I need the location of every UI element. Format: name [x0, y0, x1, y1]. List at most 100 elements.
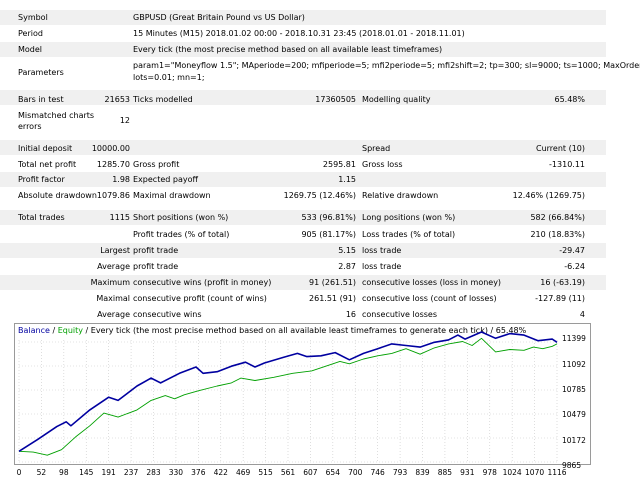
relative-drawdown-label: Relative drawdown	[362, 191, 439, 200]
stripe	[0, 42, 606, 57]
average-profit-trade-value: 2.87	[338, 262, 356, 271]
quality-value: 65.48%	[554, 95, 585, 104]
average-cons-label: Average	[97, 310, 130, 319]
x-tick: 793	[392, 468, 408, 477]
stripe	[0, 275, 606, 290]
spread-label: Spread	[362, 144, 391, 153]
series-line-balance	[18, 331, 558, 452]
x-tick: 376	[191, 468, 206, 477]
x-tick: 330	[168, 468, 184, 477]
x-tick: 746	[370, 468, 385, 477]
stripe	[0, 140, 606, 155]
avg-cons-losses-value: 4	[579, 310, 585, 319]
legend-separator: /	[49, 326, 58, 335]
largest-loss-trade-value: -29.47	[559, 246, 585, 255]
x-tick: 422	[213, 468, 228, 477]
x-tick: 1070	[525, 468, 545, 477]
mismatch-label-2: errors	[18, 122, 42, 131]
bars-label: Bars in test	[18, 95, 64, 104]
ticks-value: 17360505	[315, 95, 356, 104]
y-tick: 9865	[562, 461, 582, 470]
series-line-equity	[18, 337, 558, 456]
x-tick: 978	[482, 468, 497, 477]
loss-trades-value: 210 (18.83%)	[530, 230, 585, 239]
stripe	[0, 10, 606, 25]
x-tick: 700	[348, 468, 363, 477]
mismatch-value: 12	[119, 116, 130, 125]
average-loss-trade-label: loss trade	[362, 262, 402, 271]
expected-payoff-label: Expected payoff	[133, 175, 198, 184]
average-loss-trade-value: -6.24	[564, 262, 585, 271]
loss-trades-label: Loss trades (% of total)	[362, 230, 456, 239]
legend-balance: Balance	[18, 326, 50, 335]
average-label: Average	[97, 262, 130, 271]
y-tick: 11092	[562, 360, 586, 369]
avg-cons-wins-value: 16	[345, 310, 356, 319]
maximal-label: Maximal	[96, 294, 130, 303]
total-trades-value: 1115	[109, 213, 130, 222]
cons-loss-count-label: consecutive loss (count of losses)	[362, 294, 497, 303]
x-tick: 0	[16, 468, 22, 477]
relative-drawdown-value: 12.46% (1269.75)	[512, 191, 585, 200]
deposit-value: 10000.00	[91, 144, 130, 153]
parameters-line-2: lots=0.01; mn=1;	[133, 73, 205, 82]
stripe	[0, 90, 606, 105]
maximum-label: Maximum	[90, 278, 130, 287]
legend-equity: Equity	[57, 326, 83, 335]
largest-label: Largest	[100, 246, 130, 255]
x-tick: 98	[59, 468, 69, 477]
y-tick: 11399	[562, 334, 586, 343]
chart-plot	[18, 331, 558, 463]
grossprofit-value: 2595.81	[322, 160, 356, 169]
largest-profit-trade-value: 5.15	[338, 246, 356, 255]
maximal-drawdown-label: Maximal drawdown	[133, 191, 211, 200]
y-tick: 10785	[562, 385, 586, 394]
short-positions-label: Short positions (won %)	[133, 213, 229, 222]
x-tick: 561	[280, 468, 296, 477]
x-tick: 885	[437, 468, 453, 477]
x-tick: 145	[79, 468, 94, 477]
cons-profit-count-value: 261.51 (91)	[309, 294, 356, 303]
parameters-label: Parameters	[18, 68, 64, 77]
total-trades-label: Total trades	[18, 213, 65, 222]
profit-trades-value: 905 (81.17%)	[301, 230, 356, 239]
parameters-line-1: param1="Moneyflow 1.5"; MAperiode=200; m…	[133, 61, 640, 70]
period-value: 15 Minutes (M15) 2018.01.02 00:00 - 2018…	[133, 29, 465, 38]
avg-cons-losses-label: consecutive losses	[362, 310, 438, 319]
balance-chart	[14, 323, 591, 465]
x-tick: 839	[415, 468, 430, 477]
stripe	[0, 210, 606, 225]
x-tick: 515	[258, 468, 273, 477]
deposit-label: Initial deposit	[18, 144, 73, 153]
symbol-label: Symbol	[18, 13, 48, 22]
x-tick: 654	[325, 468, 340, 477]
largest-profit-trade-label: profit trade	[133, 246, 179, 255]
x-tick: 191	[101, 468, 116, 477]
avg-cons-wins-label: consecutive wins	[133, 310, 202, 319]
profit-factor-value: 1.98	[112, 175, 130, 184]
cons-losses-money-label: consecutive losses (loss in money)	[362, 278, 502, 287]
quality-label: Modelling quality	[362, 95, 431, 104]
grossloss-value: -1310.11	[549, 160, 585, 169]
x-tick: 931	[460, 468, 475, 477]
long-positions-label: Long positions (won %)	[362, 213, 456, 222]
stripe	[0, 243, 606, 258]
grossprofit-label: Gross profit	[133, 160, 180, 169]
chart-header: Balance / Equity / Every tick (the most …	[18, 326, 526, 336]
absolute-drawdown-label: Absolute drawdown	[18, 191, 97, 200]
netprofit-value: 1285.70	[96, 160, 130, 169]
cons-losses-money-value: 16 (-63.19)	[540, 278, 585, 287]
cons-profit-count-label: consecutive profit (count of wins)	[133, 294, 267, 303]
profit-trades-label: Profit trades (% of total)	[133, 230, 230, 239]
period-label: Period	[18, 29, 43, 38]
cons-wins-money-label: consecutive wins (profit in money)	[133, 278, 272, 287]
short-positions-value: 533 (96.81%)	[301, 213, 356, 222]
cons-loss-count-value: -127.89 (11)	[535, 294, 585, 303]
y-tick: 10172	[562, 436, 586, 445]
stripe	[0, 172, 606, 187]
grossloss-label: Gross loss	[362, 160, 403, 169]
model-label: Model	[18, 45, 43, 54]
netprofit-label: Total net profit	[18, 160, 77, 169]
bars-value: 21653	[104, 95, 130, 104]
cons-wins-money-value: 91 (261.51)	[309, 278, 356, 287]
